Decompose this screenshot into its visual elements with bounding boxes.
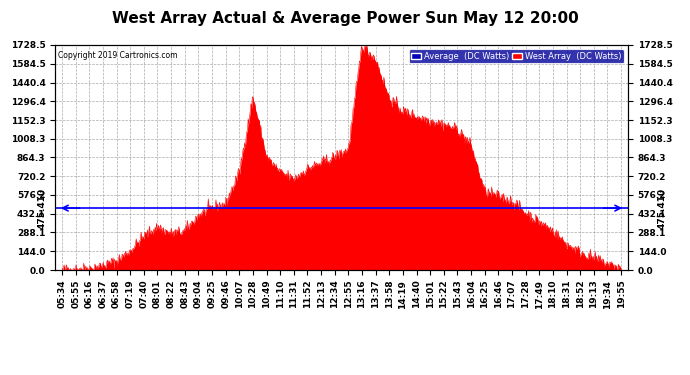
Text: West Array Actual & Average Power Sun May 12 20:00: West Array Actual & Average Power Sun Ma…	[112, 11, 578, 26]
Text: 475.410: 475.410	[658, 188, 667, 229]
Text: Copyright 2019 Cartronics.com: Copyright 2019 Cartronics.com	[58, 51, 177, 60]
Legend: Average  (DC Watts), West Array  (DC Watts): Average (DC Watts), West Array (DC Watts…	[408, 49, 624, 63]
Text: 475.410: 475.410	[37, 188, 46, 229]
